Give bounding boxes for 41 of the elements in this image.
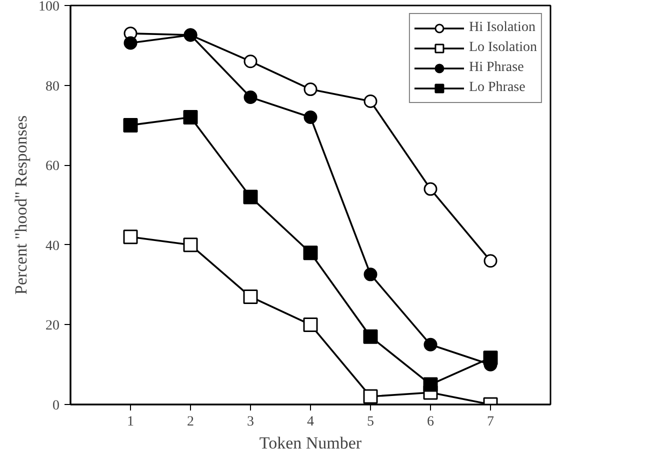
point [244, 54, 258, 68]
point [483, 350, 498, 366]
legend-label: Lo Phrase [468, 80, 526, 96]
point [243, 190, 258, 204]
y-tick-label: 0 [52, 398, 60, 414]
x-tick-label: 4 [307, 414, 314, 430]
y-tick-label: 80 [46, 79, 60, 94]
y-tick-label: 40 [46, 238, 60, 254]
x-tick-label: 3 [247, 414, 254, 430]
point [183, 238, 198, 252]
legend-label: Lo Isolation [468, 40, 537, 56]
x-axis-title: Token Number [259, 434, 362, 452]
x-tick-label: 6 [427, 414, 434, 430]
y-tick-label: 60 [46, 159, 60, 174]
x-tick-label: 7 [487, 414, 494, 430]
point [364, 94, 378, 108]
point [423, 377, 438, 392]
legend-label: Hi Isolation [468, 20, 536, 36]
y-tick-label: 20 [46, 318, 60, 334]
point [244, 90, 258, 104]
point [364, 268, 378, 282]
x-tick-label: 1 [127, 414, 134, 430]
point [123, 230, 138, 244]
y-axis-title: Percent "hood" Responses [12, 115, 30, 295]
point [424, 338, 438, 352]
point [243, 290, 258, 304]
point [304, 110, 318, 124]
point [363, 389, 378, 404]
point [124, 36, 138, 50]
point [303, 246, 318, 260]
point [303, 317, 318, 332]
point [484, 254, 498, 268]
point [304, 82, 318, 96]
x-tick-label: 5 [367, 414, 374, 430]
point [123, 118, 138, 132]
point [424, 182, 438, 196]
y-tick-label: 100 [38, 0, 60, 14]
legend-label: Hi Phrase [468, 60, 524, 76]
point [363, 329, 378, 344]
point [183, 110, 198, 124]
x-tick-label: 2 [187, 414, 194, 430]
